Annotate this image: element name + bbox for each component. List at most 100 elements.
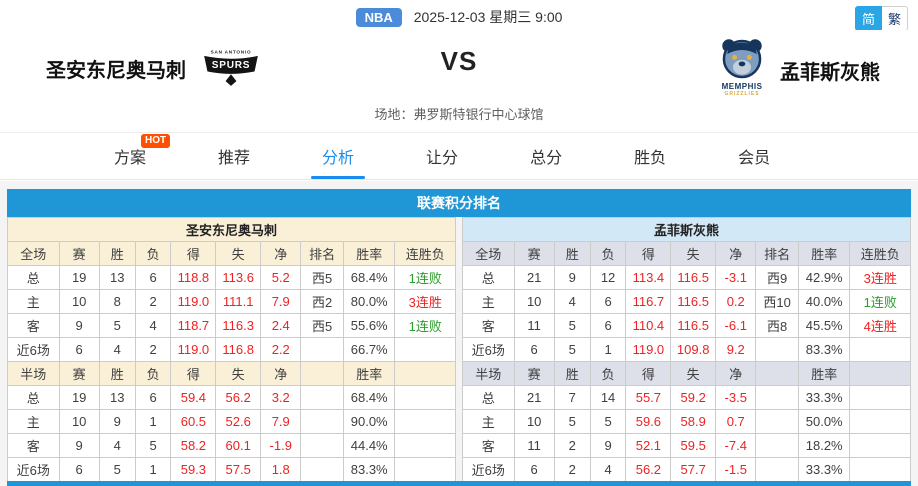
standings-row: 主 10 9 1 60.5 52.6 7.9 90.0% (7, 409, 456, 434)
cell: 111.1 (215, 289, 262, 314)
cell: 57.5 (215, 457, 262, 482)
lang-simplified-button[interactable]: 简 (854, 6, 882, 31)
cell (849, 337, 911, 362)
cell: -1.9 (260, 433, 302, 458)
cell: 赛 (513, 241, 555, 266)
next-section-header-strip (7, 481, 911, 486)
cell (849, 409, 911, 434)
cell: -3.1 (715, 265, 757, 290)
cell: 1 (134, 457, 172, 482)
cell: 1连败 (394, 313, 456, 338)
nav-tab-label: 会员 (738, 150, 771, 167)
cell: 总 (7, 385, 60, 410)
cell: 净 (715, 361, 757, 386)
cell: 1连败 (849, 289, 911, 314)
grizzlies-wordmark: MEMPHIS (721, 82, 763, 91)
standings-row: 孟菲斯灰熊 (462, 217, 911, 242)
cell: 6 (58, 337, 100, 362)
cell: 52.6 (215, 409, 262, 434)
cell: 118.8 (170, 265, 217, 290)
cell: 总 (7, 265, 60, 290)
cell: 5 (98, 457, 136, 482)
standings-row: 客 11 5 6 110.4 116.5 -6.1 西8 45.5% 4连胜 (462, 313, 911, 338)
cell: -6.1 (715, 313, 757, 338)
cell: 19 (58, 265, 100, 290)
home-team-name: 圣安东尼奥马刺 (46, 59, 186, 82)
cell: 113.6 (215, 265, 262, 290)
nav-tab-1[interactable]: 方案 HOT (114, 133, 171, 179)
cell (394, 337, 456, 362)
cell (755, 409, 799, 434)
cell: 59.2 (670, 385, 717, 410)
cell: 4连胜 (849, 313, 911, 338)
standings-halves: 圣安东尼奥马刺 全场赛胜负得失净排名 胜率 连胜负总 19 13 6 118.8 113.6 5.… (7, 217, 911, 482)
nav-tab-label: 分析 (322, 150, 355, 167)
cell: 2.2 (260, 337, 302, 362)
cell: 半场 (7, 361, 60, 386)
cell: 主 (462, 289, 515, 314)
cell: 5 (589, 409, 627, 434)
lang-traditional-button[interactable]: 繁 (881, 6, 908, 31)
cell: 14 (589, 385, 627, 410)
standings-row: 半场赛胜负得失净 胜率 (7, 361, 456, 386)
nav-tab-4[interactable]: 让分 (426, 133, 458, 179)
nav-tab-label: 让分 (426, 150, 459, 167)
cell: 全场 (7, 241, 60, 266)
cell (849, 457, 911, 482)
cell: 119.0 (625, 337, 672, 362)
cell: 3连胜 (849, 265, 911, 290)
cell: 4 (134, 313, 172, 338)
cell: 半场 (462, 361, 515, 386)
cell: 50.0% (797, 409, 851, 434)
cell (755, 385, 799, 410)
nav-tab-5[interactable]: 总分 (530, 133, 562, 179)
cell: 主 (7, 409, 60, 434)
nav-tab-2[interactable]: 推荐 (218, 133, 250, 179)
svg-text:SAN ANTONIO: SAN ANTONIO (211, 49, 252, 54)
cell: 总 (462, 385, 515, 410)
nav-tab-7[interactable]: 会员 (738, 133, 770, 179)
team-header: 孟菲斯灰熊 (462, 217, 911, 242)
cell: 12 (589, 265, 627, 290)
cell: 42.9% (797, 265, 851, 290)
standings-row: 客 9 4 5 58.2 60.1 -1.9 44.4% (7, 433, 456, 458)
nav-tab-6[interactable]: 胜负 (634, 133, 666, 179)
standings-row: 圣安东尼奥马刺 (7, 217, 456, 242)
cell: 2.4 (260, 313, 302, 338)
cell: 58.9 (670, 409, 717, 434)
home-team: 圣安东尼奥马刺 SAN ANTONIO SPURS (46, 46, 262, 90)
cell: 80.0% (342, 289, 396, 314)
standings-row: 近6场 6 4 2 119.0 116.8 2.2 66.7% (7, 337, 456, 362)
cell: 55.7 (625, 385, 672, 410)
cell: 55.6% (342, 313, 396, 338)
standings-row: 总 19 13 6 59.4 56.2 3.2 68.4% (7, 385, 456, 410)
nav-tab-3[interactable]: 分析 (322, 133, 354, 179)
cell: 5 (553, 337, 591, 362)
cell: 68.4% (342, 265, 396, 290)
cell: 连胜负 (849, 241, 911, 266)
cell: 西5 (300, 265, 344, 290)
cell (300, 361, 344, 386)
cell: 7 (553, 385, 591, 410)
standings-title: 联赛积分排名 (7, 189, 911, 217)
standings-row: 主 10 5 5 59.6 58.9 0.7 50.0% (462, 409, 911, 434)
cell: 33.3% (797, 385, 851, 410)
cell: 净 (260, 241, 302, 266)
cell: 68.4% (342, 385, 396, 410)
cell: 119.0 (170, 337, 217, 362)
cell: 近6场 (462, 457, 515, 482)
cell: 得 (625, 361, 672, 386)
cell: 得 (625, 241, 672, 266)
cell: 2 (134, 337, 172, 362)
cell: 10 (58, 409, 100, 434)
spurs-logo-icon: SAN ANTONIO SPURS (204, 49, 258, 86)
cell (300, 337, 344, 362)
cell (755, 457, 799, 482)
cell: 9 (589, 433, 627, 458)
cell: 胜 (553, 241, 591, 266)
cell: -7.4 (715, 433, 757, 458)
standings-row: 总 19 13 6 118.8 113.6 5.2 西5 68.4% 1连败 (7, 265, 456, 290)
cell: 6 (58, 457, 100, 482)
cell: 9 (553, 265, 591, 290)
